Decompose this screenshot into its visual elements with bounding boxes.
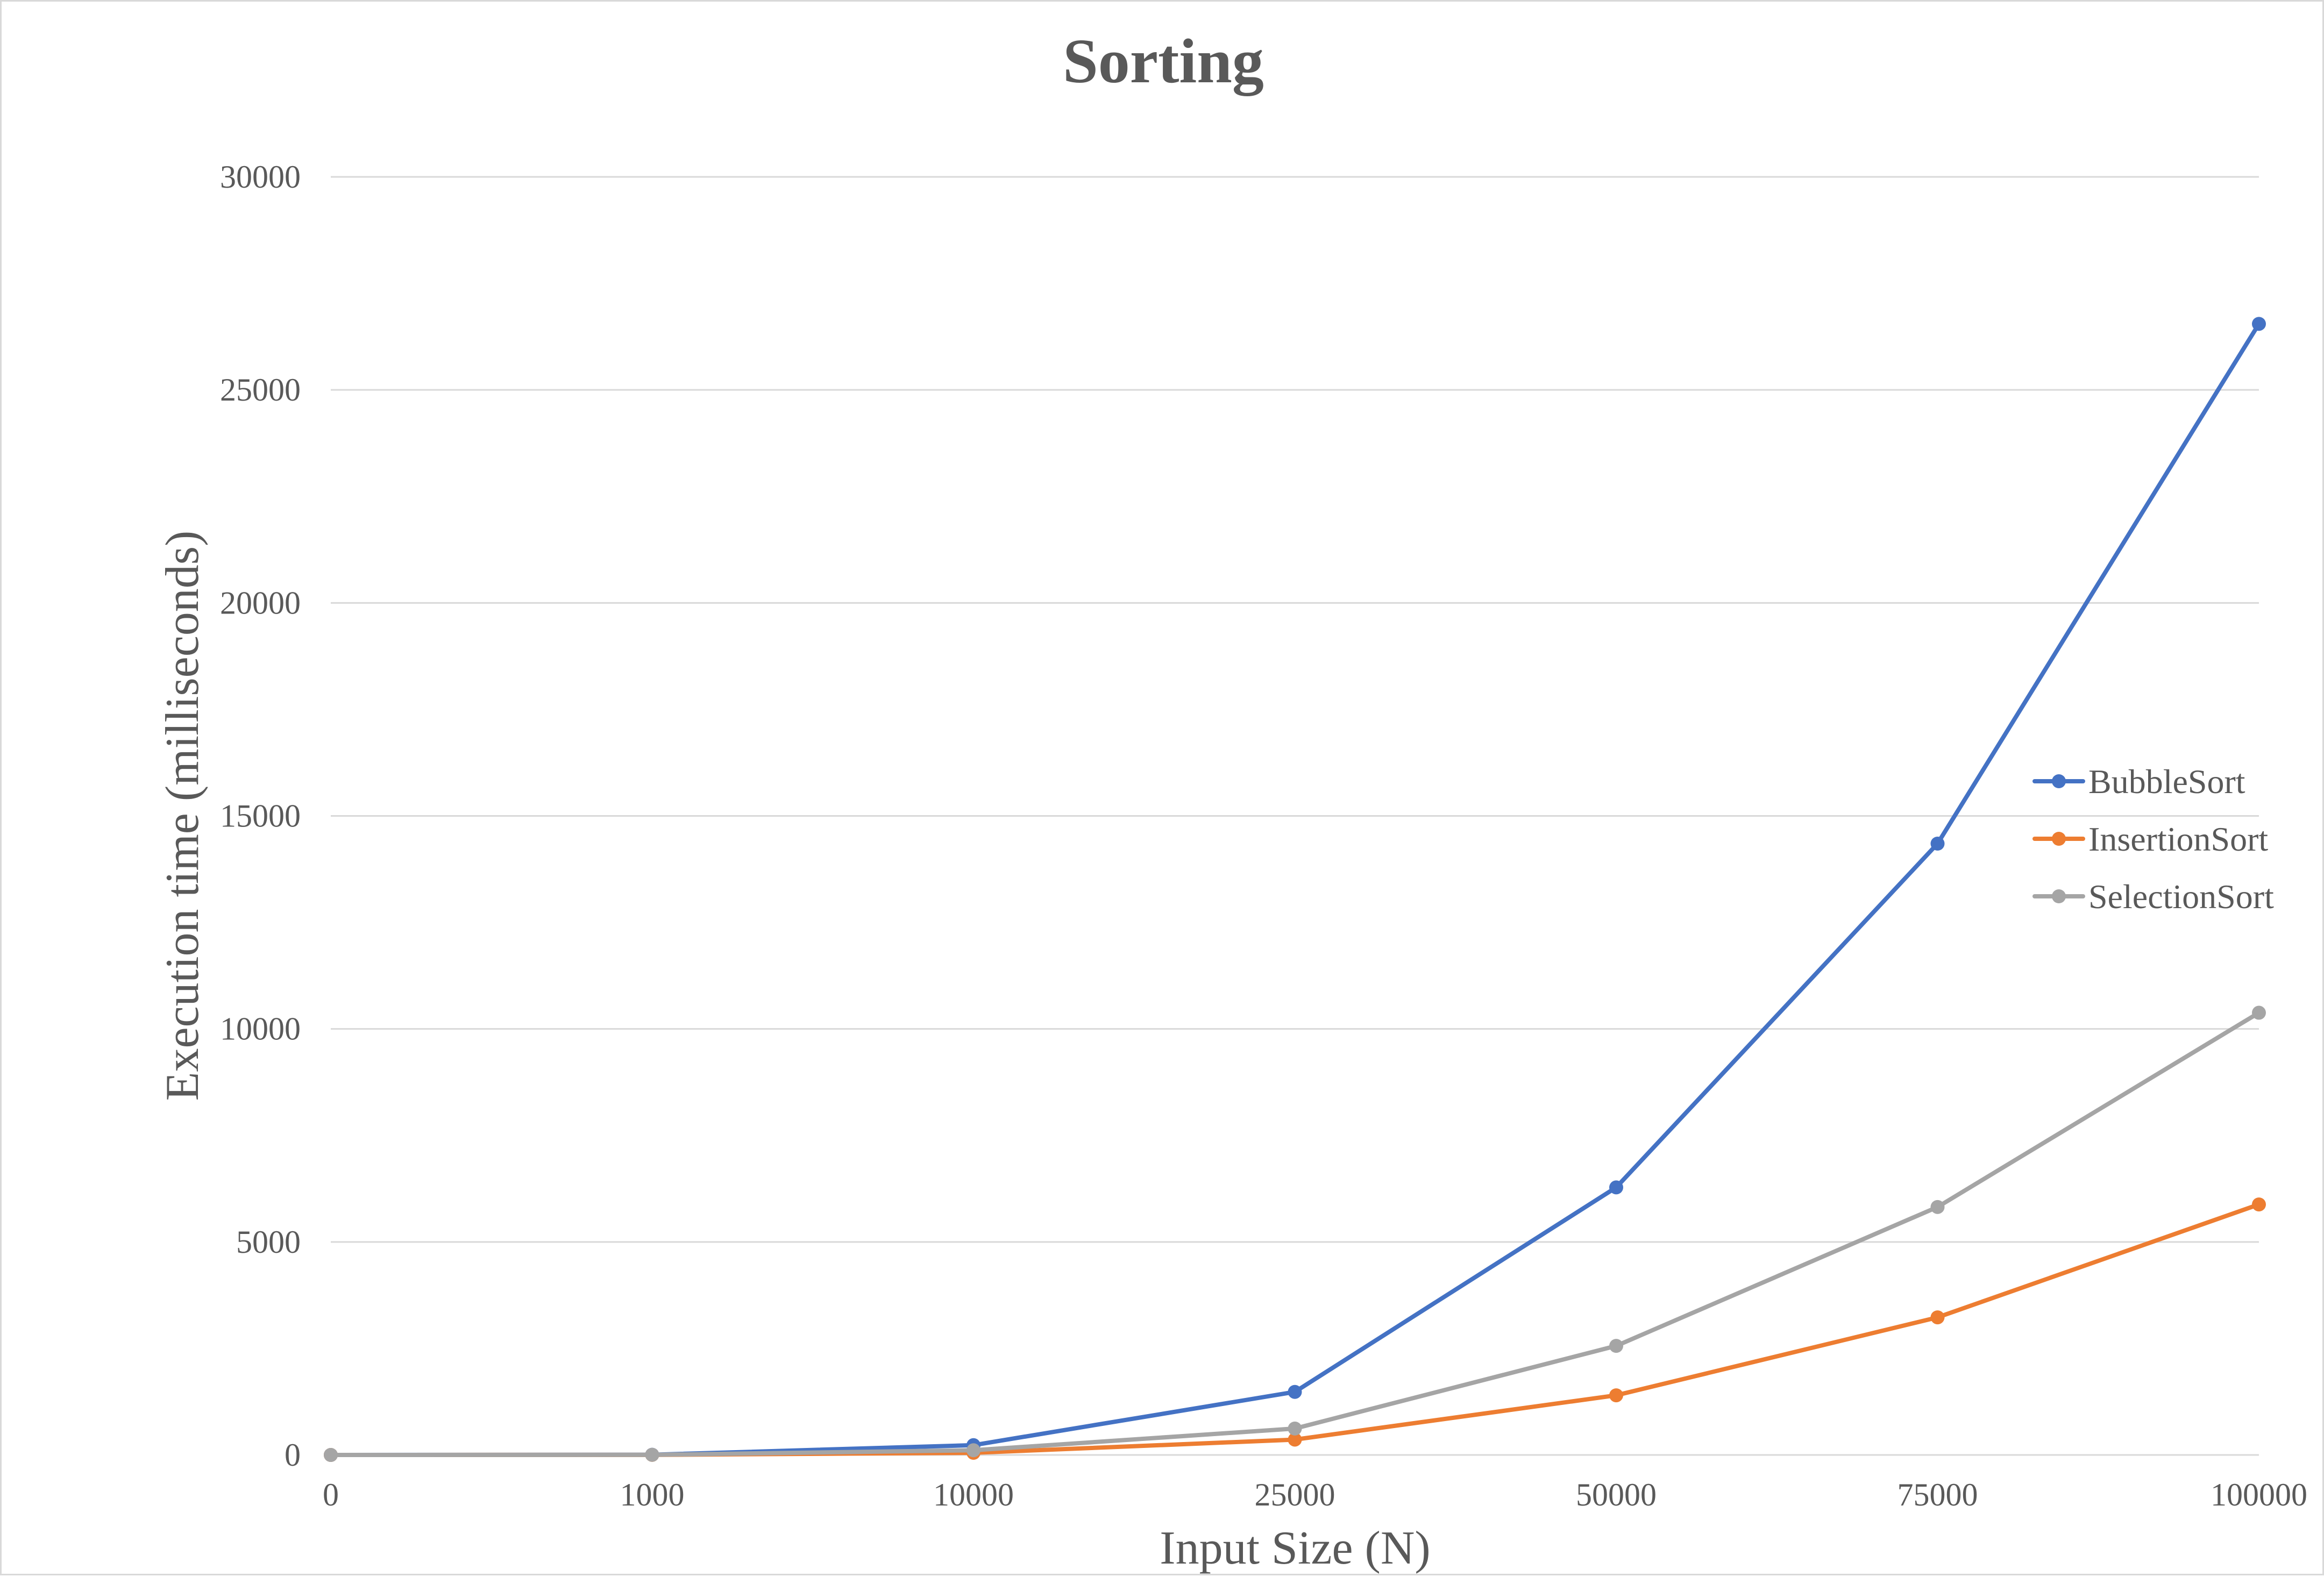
y-tick-label: 10000 — [220, 1011, 301, 1047]
data-point-selectionsort — [1930, 1200, 1945, 1214]
data-point-selectionsort — [1609, 1339, 1623, 1353]
axes: 0 1000 10000 25000 50000 75000 100000 — [323, 1454, 2307, 1512]
data-point-selectionsort — [645, 1447, 659, 1462]
legend-marker — [2052, 889, 2066, 903]
gridlines: 0 5000 10000 15000 20000 25000 30000 — [220, 159, 2259, 1473]
legend-item-bubblesort: BubbleSort — [2032, 762, 2245, 801]
x-tick-label: 25000 — [1255, 1477, 1335, 1512]
data-point-bubblesort — [1930, 837, 1945, 851]
data-point-bubblesort — [1609, 1180, 1623, 1195]
x-tick-label: 75000 — [1897, 1477, 1978, 1512]
legend-marker — [2052, 832, 2066, 846]
y-tick-label: 15000 — [220, 798, 301, 834]
y-tick-label: 25000 — [220, 372, 301, 408]
series-lines — [324, 317, 2266, 1462]
data-point-selectionsort — [324, 1448, 338, 1462]
data-point-insertionsort — [1930, 1310, 1945, 1325]
legend-label: BubbleSort — [2088, 762, 2245, 801]
y-tick-label: 5000 — [236, 1224, 301, 1260]
data-point-insertionsort — [1609, 1388, 1623, 1403]
x-tick-label: 1000 — [620, 1477, 685, 1512]
x-tick-label: 50000 — [1576, 1477, 1657, 1512]
series-line-bubblesort — [329, 322, 2261, 1457]
x-tick-label: 0 — [323, 1477, 339, 1512]
y-tick-label: 30000 — [220, 159, 301, 195]
legend-label: InsertionSort — [2088, 820, 2268, 858]
y-tick-label: 20000 — [220, 585, 301, 620]
data-point-bubblesort — [2252, 317, 2266, 331]
data-point-selectionsort — [1288, 1421, 1302, 1436]
series-selectionsort — [324, 1005, 2266, 1462]
legend-item-selectionsort: SelectionSort — [2032, 877, 2274, 916]
series-bubblesort — [324, 317, 2266, 1462]
legend-label: SelectionSort — [2088, 877, 2274, 916]
data-point-bubblesort — [1288, 1385, 1302, 1399]
x-axis-title: Input Size (N) — [1160, 1522, 1430, 1574]
chart-title: Sorting — [1063, 26, 1264, 96]
data-point-selectionsort — [2252, 1005, 2266, 1020]
legend-item-insertionsort: InsertionSort — [2032, 820, 2268, 858]
y-tick-label: 0 — [285, 1437, 301, 1473]
data-point-insertionsort — [1288, 1432, 1302, 1447]
data-point-insertionsort — [2252, 1197, 2266, 1212]
legend: BubbleSort InsertionSort SelectionSort — [2032, 762, 2274, 916]
data-point-selectionsort — [966, 1443, 980, 1458]
x-tick-label: 100000 — [2211, 1477, 2307, 1512]
y-axis-title: Execution time (milliseconds) — [157, 531, 209, 1101]
legend-marker — [2052, 774, 2066, 788]
x-tick-label: 10000 — [933, 1477, 1014, 1512]
